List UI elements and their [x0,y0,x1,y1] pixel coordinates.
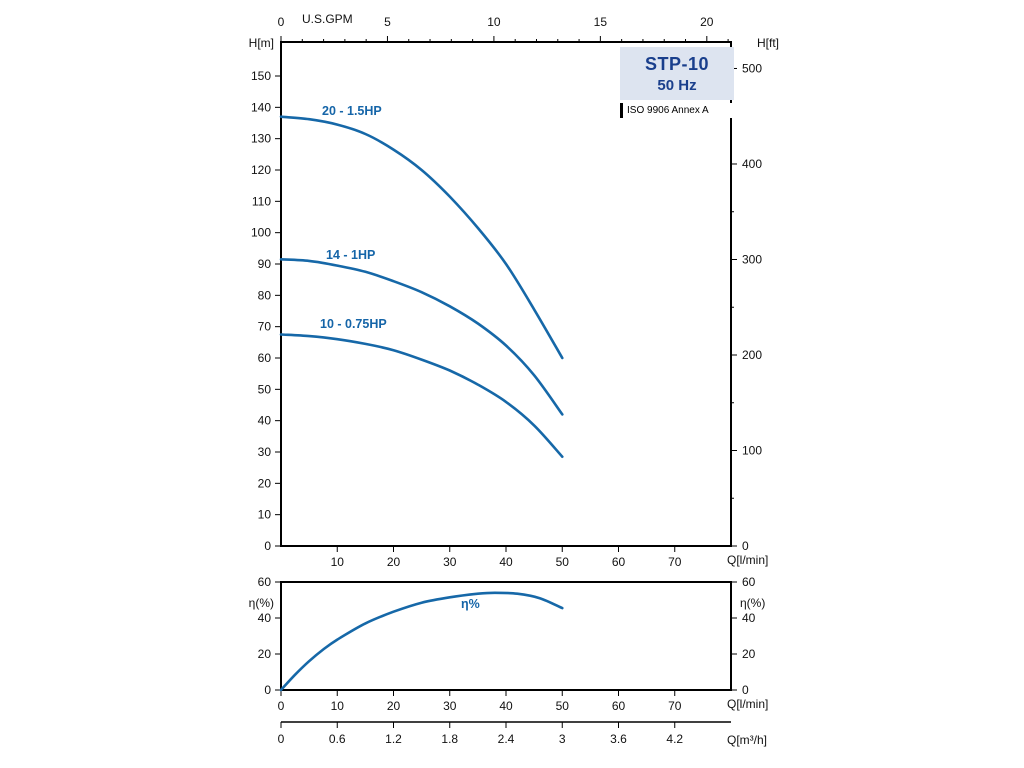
svg-text:500: 500 [742,61,762,75]
curve-label-10-0-75hp: 10 - 0.75HP [320,317,387,331]
svg-text:150: 150 [251,69,271,83]
y-axis-label-head-m: H[m] [248,36,274,50]
svg-text:40: 40 [258,611,272,625]
y-axis-label-eff-right: η(%) [740,596,766,610]
svg-text:2.4: 2.4 [498,732,515,746]
eff-y-right-ticks: 0 20 40 60 [731,575,756,697]
svg-text:5: 5 [384,15,391,29]
svg-text:0: 0 [742,539,749,553]
svg-text:70: 70 [668,699,682,713]
svg-text:130: 130 [251,132,271,146]
svg-text:60: 60 [612,555,626,569]
y-axis-label-head-ft: H[ft] [757,36,780,50]
svg-text:0: 0 [278,15,285,29]
svg-text:60: 60 [258,575,272,589]
svg-text:4.2: 4.2 [666,732,683,746]
y-axis-label-eff-left: η(%) [248,596,274,610]
curve-label-efficiency: η% [461,597,480,611]
svg-text:100: 100 [251,226,271,240]
svg-text:0: 0 [278,732,285,746]
svg-text:40: 40 [499,699,513,713]
head-curve-2 [279,258,564,416]
svg-text:20: 20 [387,555,401,569]
svg-text:300: 300 [742,252,762,266]
curve-label-14-1hp: 14 - 1HP [326,248,376,262]
head-curve-1 [279,115,564,360]
svg-text:10: 10 [331,555,345,569]
svg-text:10: 10 [487,15,501,29]
x-axis-label-q-m3h: Q[m³/h] [727,733,768,747]
svg-text:20: 20 [258,476,272,490]
svg-text:0: 0 [264,539,271,553]
svg-text:30: 30 [258,445,272,459]
main-y-left-ticks: 0 10 20 30 40 50 60 70 80 90 100 110 120 130 140 150 [251,69,281,553]
svg-text:60: 60 [742,575,756,589]
eff-y-left-ticks: 0 20 40 60 [258,575,281,697]
model-name: STP-10 [644,53,710,74]
svg-text:40: 40 [742,611,756,625]
svg-text:20: 20 [700,15,714,29]
x-axis-label-usgpm: U.S.GPM [302,12,353,26]
main-x-top-ticks: 0 5 10 15 20 [278,15,729,42]
svg-text:10: 10 [331,699,345,713]
svg-text:30: 30 [443,555,457,569]
svg-text:0: 0 [742,683,749,697]
svg-text:100: 100 [742,443,762,457]
standard-note: ISO 9906 Annex A [620,103,737,118]
svg-text:70: 70 [258,320,272,334]
main-x-bottom-ticks: 10 20 30 40 50 60 70 [331,546,682,569]
efficiency-plot-border [280,581,732,691]
main-y-right-ticks: 0 100 200 300 400 500 [731,61,762,553]
svg-text:110: 110 [252,194,271,208]
svg-text:30: 30 [443,699,457,713]
svg-text:3.6: 3.6 [610,732,627,746]
svg-text:40: 40 [499,555,513,569]
svg-text:20: 20 [742,647,756,661]
svg-text:50: 50 [556,699,570,713]
svg-text:50: 50 [258,382,272,396]
svg-text:80: 80 [258,288,272,302]
svg-text:200: 200 [742,348,762,362]
efficiency-curve [279,591,564,692]
svg-text:60: 60 [612,699,626,713]
svg-text:0.6: 0.6 [329,732,346,746]
svg-text:90: 90 [258,257,272,271]
head-curves [279,115,564,458]
svg-text:0: 0 [278,699,285,713]
svg-text:120: 120 [251,163,271,177]
x-axis-label-q-lmin-main: Q[l/min] [727,553,769,567]
x-axis-label-q-lmin-eff: Q[l/min] [727,697,769,711]
svg-text:1.2: 1.2 [385,732,402,746]
svg-text:70: 70 [668,555,682,569]
svg-text:50: 50 [556,555,570,569]
curve-label-20-1-5hp: 20 - 1.5HP [322,104,382,118]
svg-text:60: 60 [258,351,272,365]
svg-text:0: 0 [264,683,271,697]
svg-text:20: 20 [387,699,401,713]
svg-text:1.8: 1.8 [441,732,458,746]
svg-text:400: 400 [742,157,762,171]
eff-x-bottom-ticks: 0 10 20 30 40 50 60 70 [278,690,682,713]
svg-text:20: 20 [258,647,272,661]
svg-text:3: 3 [559,732,566,746]
svg-text:10: 10 [258,508,272,522]
svg-text:15: 15 [594,15,608,29]
svg-text:40: 40 [258,414,272,428]
flow-scale-m3h: 0 0.6 1.2 1.8 2.4 3 3.6 4.2 [278,721,731,746]
model-title-box: STP-10 50 Hz [620,47,734,100]
head-curve-3 [279,333,564,458]
svg-text:140: 140 [251,100,271,114]
frequency-label: 50 Hz [657,76,697,94]
